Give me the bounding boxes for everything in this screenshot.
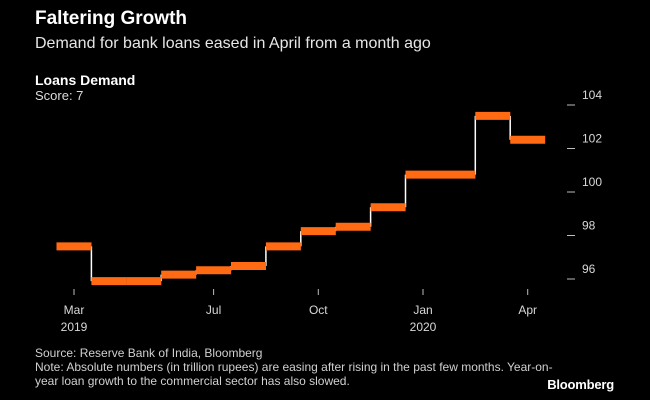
x-tick-label: Apr: [518, 303, 537, 317]
x-tick-label: Oct: [309, 303, 328, 317]
y-tick-label: 102: [582, 132, 602, 146]
x-tick-year-label: 2020: [410, 320, 437, 334]
chart-title: Faltering Growth: [35, 8, 187, 29]
x-tick-year-label: 2019: [61, 320, 88, 334]
note-text: Note: Absolute numbers (in trillion rupe…: [35, 360, 553, 388]
y-tick-label: 98: [582, 219, 596, 233]
x-tick-label: Jul: [206, 303, 221, 317]
y-tick-label: 96: [582, 262, 596, 276]
footer-notes: Source: Reserve Bank of India, Bloomberg…: [35, 346, 555, 388]
series-name: Loans Demand: [35, 72, 136, 88]
series-score: Score: 7: [35, 88, 84, 103]
x-tick-label: Jan: [413, 303, 432, 317]
y-tick-label: 104: [582, 88, 602, 102]
bloomberg-logo: Bloomberg: [547, 377, 614, 392]
y-tick-label: 100: [582, 175, 602, 189]
source-text: Source: Reserve Bank of India, Bloomberg: [35, 346, 263, 360]
x-tick-label: Mar: [64, 303, 85, 317]
chart-subtitle: Demand for bank loans eased in April fro…: [35, 35, 431, 52]
